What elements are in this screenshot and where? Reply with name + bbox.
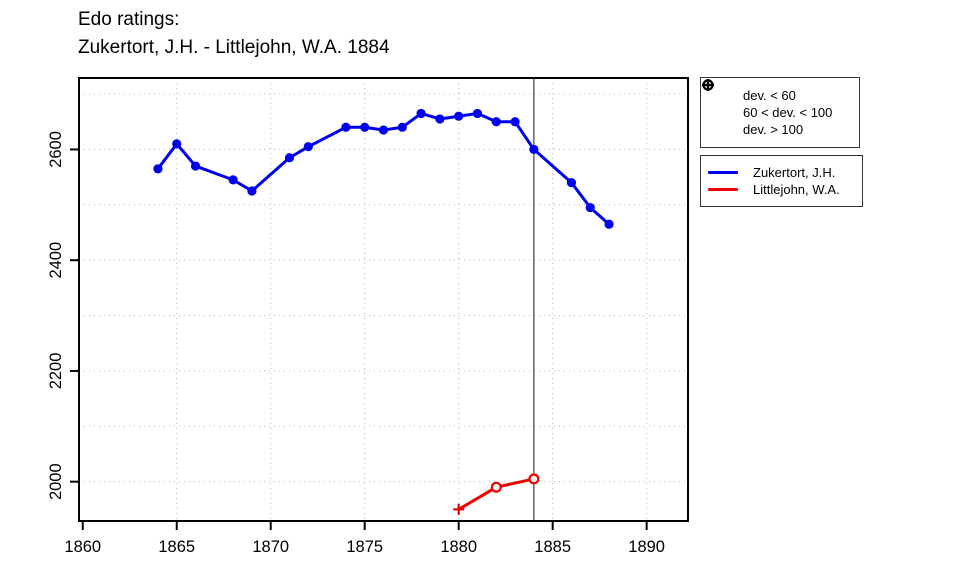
data-point-filled-circle bbox=[284, 153, 295, 163]
data-point-filled-circle bbox=[510, 117, 520, 127]
y-tick-label: 2600 bbox=[47, 131, 65, 168]
data-point-filled-circle bbox=[585, 202, 595, 213]
x-tick-label: 1880 bbox=[440, 538, 477, 556]
y-tick-label: 2000 bbox=[47, 463, 65, 500]
data-point-filled-circle bbox=[472, 108, 483, 119]
marker-legend-label: 60 < dev. < 100 bbox=[743, 105, 833, 120]
data-point-open-circle bbox=[490, 481, 502, 493]
marker-legend-label: dev. < 60 bbox=[743, 88, 796, 103]
series-line-swatch bbox=[701, 171, 745, 174]
y-tick-label: 2200 bbox=[47, 353, 65, 390]
marker-legend: dev. < 60 60 < dev. < 100 dev. > 100 bbox=[700, 77, 860, 148]
y-tick-label: 2400 bbox=[47, 242, 65, 279]
data-point-filled-circle bbox=[228, 175, 238, 185]
series-legend-row: Zukertort, J.H. bbox=[701, 164, 862, 181]
x-tick-label: 1860 bbox=[64, 538, 101, 556]
data-point-filled-circle bbox=[153, 164, 163, 174]
series-legend: Zukertort, J.H. Littlejohn, W.A. bbox=[700, 155, 863, 207]
series-line-swatch bbox=[701, 188, 745, 191]
data-point-filled-circle bbox=[247, 186, 257, 196]
x-tick-label: 1865 bbox=[158, 538, 195, 556]
data-point-filled-circle bbox=[190, 161, 201, 171]
chart-title-line2: Zukertort, J.H. - Littlejohn, W.A. 1884 bbox=[78, 37, 390, 58]
data-point-filled-circle bbox=[341, 122, 351, 132]
plot-border bbox=[78, 77, 689, 522]
x-tick-label: 1870 bbox=[252, 538, 289, 556]
data-point-filled-circle bbox=[303, 142, 313, 152]
marker-legend-label: dev. > 100 bbox=[743, 122, 804, 137]
data-point-filled-circle bbox=[566, 178, 577, 188]
x-tick-label: 1875 bbox=[346, 538, 383, 556]
chart-title-line1: Edo ratings: bbox=[78, 9, 180, 30]
marker-legend-row: dev. > 100 bbox=[701, 79, 859, 138]
marker-legend-row: dev. < 60 bbox=[701, 80, 859, 104]
data-point-filled-circle bbox=[397, 122, 407, 132]
series-legend-label: Zukertort, J.H. bbox=[753, 165, 836, 180]
data-point-filled-circle bbox=[360, 122, 370, 132]
data-point-filled-circle bbox=[604, 219, 614, 229]
data-point-filled-circle bbox=[491, 117, 501, 127]
x-tick-label: 1885 bbox=[534, 538, 571, 556]
data-point-filled-circle bbox=[435, 114, 445, 124]
chart-title: Edo ratings: Zukertort, J.H. - Littlejoh… bbox=[78, 6, 390, 62]
series-legend-label: Littlejohn, W.A. bbox=[753, 182, 840, 197]
data-point-filled-circle bbox=[529, 144, 539, 155]
x-tick-label: 1890 bbox=[628, 538, 665, 556]
data-point-filled-circle bbox=[172, 139, 182, 149]
data-point-filled-circle bbox=[416, 108, 426, 119]
series-legend-row: Littlejohn, W.A. bbox=[701, 181, 862, 198]
data-point-filled-circle bbox=[454, 111, 464, 121]
data-point-open-circle bbox=[528, 473, 540, 485]
data-point-filled-circle bbox=[378, 125, 389, 135]
marker-legend-row: 60 < dev. < 100 bbox=[701, 79, 859, 121]
